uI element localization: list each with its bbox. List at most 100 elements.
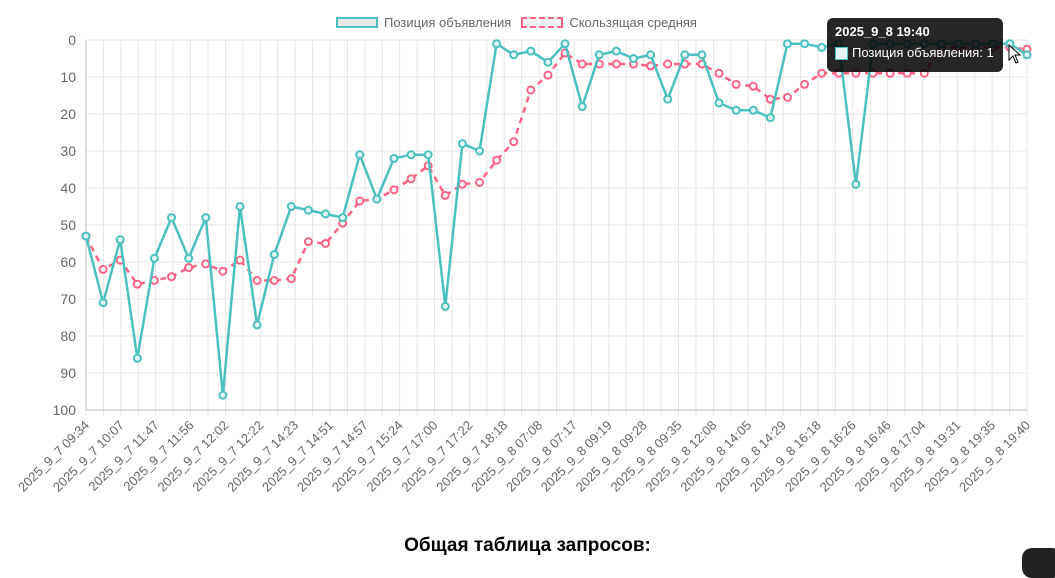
position-point <box>663 94 673 104</box>
y-tick-label: 50 <box>60 217 76 233</box>
y-tick-label: 70 <box>60 291 76 307</box>
position-point <box>509 50 519 60</box>
legend-swatch-position <box>336 16 378 28</box>
position-point <box>697 50 707 60</box>
position-point <box>423 150 433 160</box>
moving-average-point <box>355 196 365 206</box>
moving-average-point <box>714 68 724 78</box>
position-point <box>765 113 775 123</box>
y-tick-label: 40 <box>60 180 76 196</box>
position-point <box>731 105 741 115</box>
position-point <box>389 153 399 163</box>
moving-average-point <box>543 70 553 80</box>
position-point <box>355 150 365 160</box>
legend-swatch-moving-average <box>521 16 564 28</box>
moving-average-point <box>475 177 485 187</box>
legend-item-position[interactable]: Позиция объявления <box>336 15 511 30</box>
moving-average-point <box>748 81 758 91</box>
position-point <box>748 105 758 115</box>
moving-average-point <box>184 263 194 273</box>
moving-average-point <box>252 276 262 285</box>
position-point <box>132 353 142 363</box>
position-point <box>526 46 536 56</box>
moving-average-point <box>98 264 108 274</box>
moving-average-point <box>286 274 296 284</box>
position-point <box>577 102 587 112</box>
moving-average-point <box>218 266 228 276</box>
position-point <box>646 50 656 60</box>
moving-average-point <box>457 179 467 189</box>
position-point <box>201 213 211 223</box>
position-point <box>321 209 331 219</box>
legend-label-position: Позиция объявления <box>384 14 512 30</box>
chart-legend: Позиция объявления Скользящая средняя <box>336 12 697 32</box>
position-point <box>235 202 245 211</box>
position-point <box>440 301 450 311</box>
moving-average-point <box>167 272 177 282</box>
moving-average-point <box>492 155 502 165</box>
position-point <box>406 150 416 160</box>
position-point <box>269 250 279 260</box>
position-point <box>252 320 262 330</box>
moving-average-point <box>321 239 331 248</box>
y-tick-label: 100 <box>53 402 77 418</box>
position-point <box>98 298 108 308</box>
position-point <box>167 213 177 223</box>
position-point <box>851 179 861 189</box>
position-point <box>149 253 159 263</box>
moving-average-point <box>663 59 673 69</box>
position-point <box>492 39 502 49</box>
y-tick-label: 60 <box>60 254 76 270</box>
position-point <box>218 390 228 400</box>
moving-average-point <box>440 190 450 200</box>
moving-average-point <box>406 174 416 184</box>
tooltip-title: 2025_9_8 19:40 <box>835 24 930 39</box>
y-tick-label: 10 <box>60 69 76 85</box>
mouse-cursor-icon <box>1008 44 1022 64</box>
position-point <box>338 213 348 223</box>
position-point <box>628 54 638 63</box>
moving-average-point <box>817 68 827 78</box>
tooltip-swatch <box>835 46 848 60</box>
y-tick-label: 30 <box>60 143 76 159</box>
position-point <box>184 253 194 263</box>
position-point <box>475 146 485 156</box>
position-point <box>543 57 553 67</box>
position-point <box>457 139 467 149</box>
moving-average-point <box>509 137 519 147</box>
position-point <box>594 50 604 60</box>
position-point <box>714 98 724 108</box>
position-point <box>680 50 690 60</box>
legend-label-moving-average: Скользящая средняя <box>569 14 697 30</box>
moving-average-point <box>132 279 142 289</box>
position-point <box>303 205 313 215</box>
position-point <box>560 39 570 49</box>
moving-average-point <box>577 59 587 69</box>
legend-item-moving-average[interactable]: Скользящая средняя <box>521 15 697 30</box>
moving-average-point <box>269 276 279 285</box>
moving-average-point <box>526 85 536 95</box>
position-point <box>81 231 91 241</box>
moving-average-point <box>800 79 810 89</box>
position-point <box>611 46 621 56</box>
chart-tooltip: 2025_9_8 19:40 Позиция объявления: 1 <box>827 18 1003 72</box>
tooltip-value: Позиция объявления: 1 <box>852 45 994 60</box>
y-tick-label: 0 <box>68 32 76 48</box>
chat-widget-button[interactable] <box>1022 548 1055 578</box>
position-point <box>286 202 296 211</box>
moving-average-point <box>782 92 792 102</box>
position-point <box>1022 50 1032 60</box>
moving-average-point <box>201 259 211 269</box>
position-point <box>115 235 125 245</box>
position-point <box>782 39 792 49</box>
position-point <box>800 39 810 49</box>
moving-average-point <box>303 237 313 247</box>
y-tick-label: 80 <box>60 328 76 344</box>
position-point <box>817 42 827 52</box>
y-tick-label: 90 <box>60 365 76 381</box>
moving-average-point <box>731 79 741 89</box>
position-point <box>372 194 382 204</box>
section-heading: Общая таблица запросов: <box>404 535 651 556</box>
moving-average-point <box>611 59 621 69</box>
